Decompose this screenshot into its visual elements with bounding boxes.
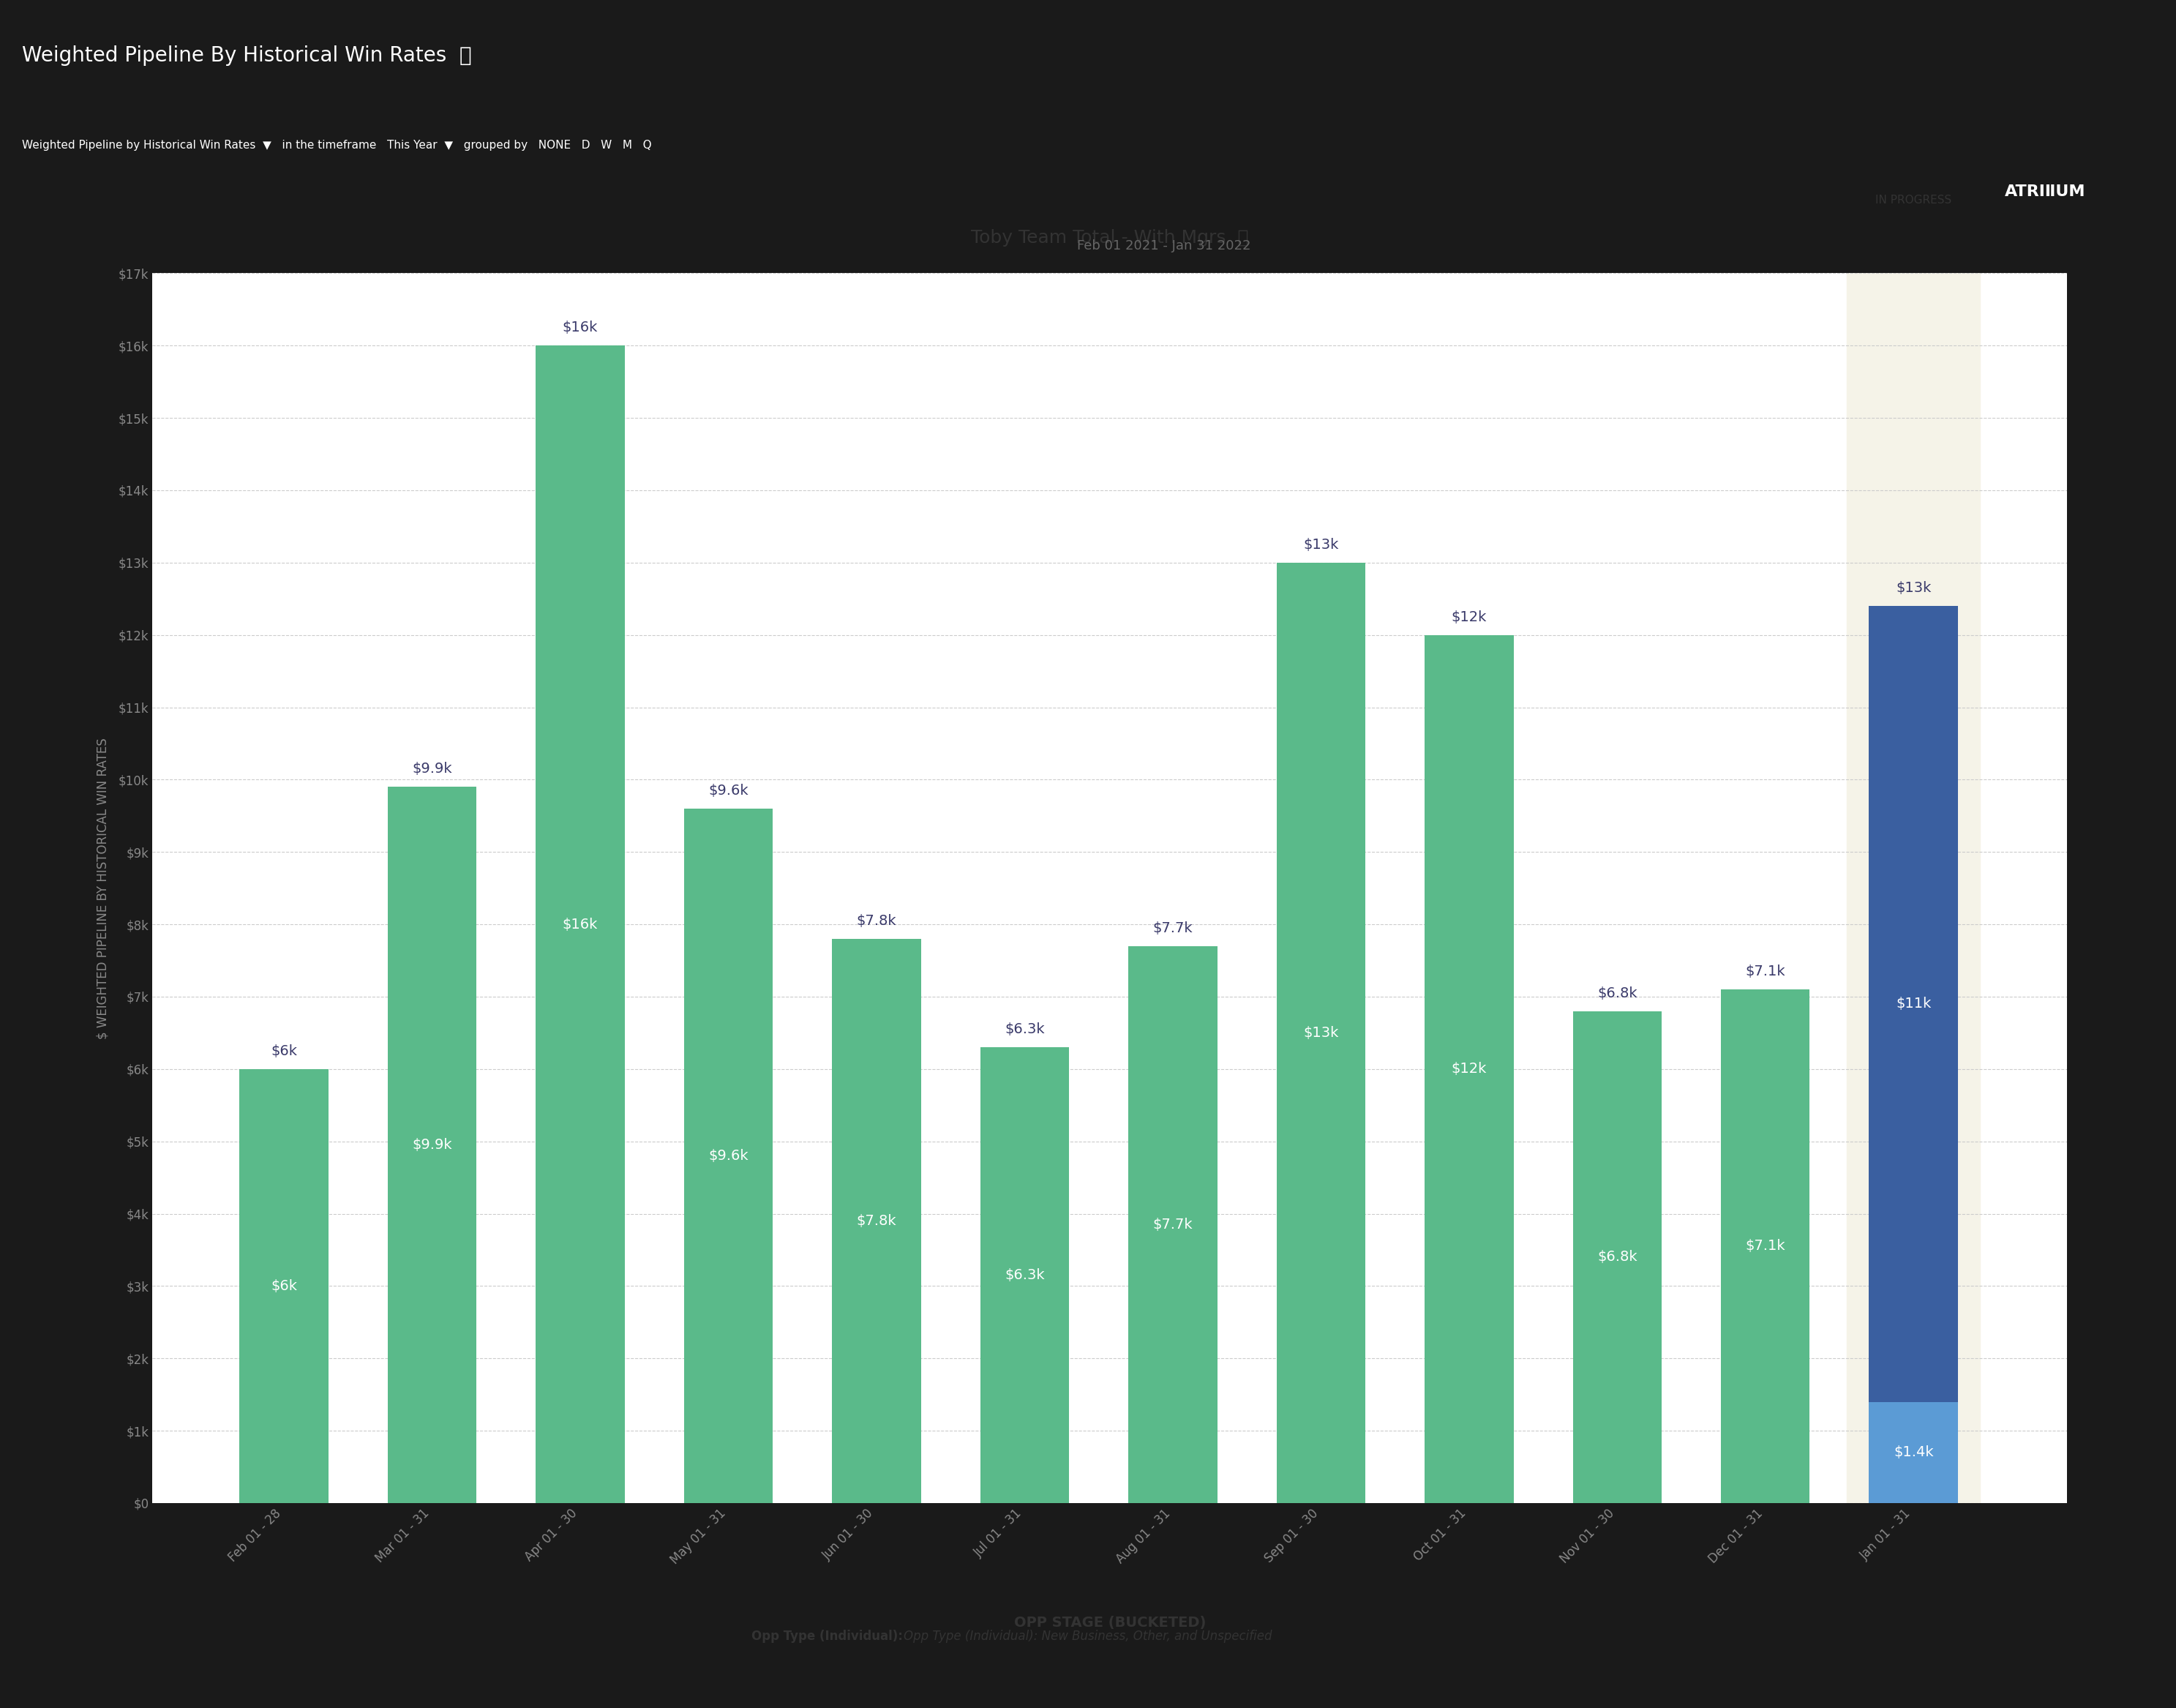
Text: $6.8k: $6.8k <box>1597 1250 1636 1264</box>
Text: $6k: $6k <box>270 1279 296 1293</box>
Text: $16k: $16k <box>561 917 598 931</box>
Bar <box>683 808 772 1503</box>
Text: $7.8k: $7.8k <box>857 914 897 927</box>
Text: $7.7k: $7.7k <box>1153 1218 1192 1231</box>
Bar <box>1425 635 1514 1503</box>
Text: Weighted Pipeline By Historical Win Rates  ⓘ: Weighted Pipeline By Historical Win Rate… <box>22 46 472 65</box>
Text: $7.1k: $7.1k <box>1745 965 1784 979</box>
Bar <box>239 1069 329 1503</box>
Text: Weighted Pipeline by Historical Win Rates  ▼   in the timeframe   This Year  ▼  : Weighted Pipeline by Historical Win Rate… <box>22 140 651 150</box>
Text: $12k: $12k <box>1451 610 1486 623</box>
Bar <box>1869 606 1958 1402</box>
Bar <box>1847 273 1980 1503</box>
Text: ATRIⅡUM: ATRIⅡUM <box>2004 184 2087 200</box>
X-axis label: OPP STAGE (BUCKETED): OPP STAGE (BUCKETED) <box>1014 1616 1206 1629</box>
Text: IN PROGRESS: IN PROGRESS <box>1876 195 1952 205</box>
Bar <box>979 1047 1068 1503</box>
Title: Toby Team Total - With Mgrs  ⓘ: Toby Team Total - With Mgrs ⓘ <box>970 229 1249 246</box>
Text: $9.6k: $9.6k <box>707 1149 749 1163</box>
Y-axis label: $ WEIGHTED PIPELINE BY HISTORICAL WIN RATES: $ WEIGHTED PIPELINE BY HISTORICAL WIN RA… <box>96 738 109 1038</box>
Bar <box>1573 1011 1662 1503</box>
Text: $9.6k: $9.6k <box>707 784 749 798</box>
Bar <box>535 345 625 1503</box>
Text: Opp Type (Individual): New Business, Other, and Unspecified: Opp Type (Individual): New Business, Oth… <box>903 1629 1273 1643</box>
Text: $11k: $11k <box>1895 997 1930 1011</box>
Text: $6k: $6k <box>270 1044 296 1059</box>
Text: $12k: $12k <box>1451 1062 1486 1076</box>
Text: Feb 01 2021 - Jan 31 2022: Feb 01 2021 - Jan 31 2022 <box>1077 239 1251 253</box>
Text: $6.3k: $6.3k <box>1005 1269 1044 1283</box>
Bar <box>1129 946 1216 1503</box>
Text: $7.7k: $7.7k <box>1153 921 1192 936</box>
Bar <box>1277 562 1364 1503</box>
Bar <box>387 787 477 1503</box>
Text: $9.9k: $9.9k <box>411 1138 453 1151</box>
Bar <box>1869 1402 1958 1503</box>
Text: $7.8k: $7.8k <box>857 1214 897 1228</box>
Text: $7.1k: $7.1k <box>1745 1240 1784 1254</box>
Text: Opp Type (Individual):: Opp Type (Individual): <box>751 1629 903 1643</box>
Bar <box>831 939 920 1503</box>
Text: $9.9k: $9.9k <box>411 762 453 775</box>
Bar <box>1721 989 1810 1503</box>
Text: $16k: $16k <box>561 321 598 335</box>
Text: $6.3k: $6.3k <box>1005 1023 1044 1037</box>
Text: $13k: $13k <box>1895 581 1930 594</box>
Text: $13k: $13k <box>1303 1027 1338 1040</box>
Text: $13k: $13k <box>1303 538 1338 552</box>
Text: $6.8k: $6.8k <box>1597 987 1636 1001</box>
Text: $1.4k: $1.4k <box>1893 1445 1934 1459</box>
